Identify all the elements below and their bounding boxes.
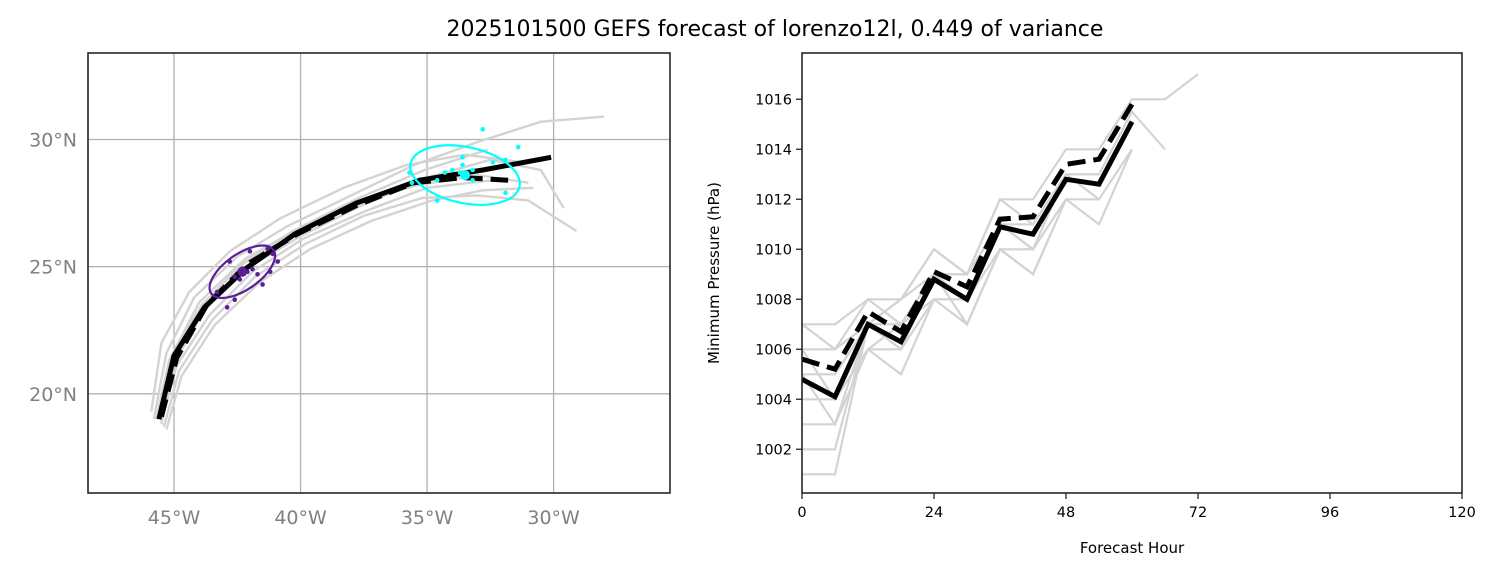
early-cluster-point xyxy=(260,282,265,287)
map-lat-tick-label: 20°N xyxy=(29,384,77,406)
map-lat-tick-label: 30°N xyxy=(29,129,77,151)
early-cluster-point xyxy=(275,259,281,264)
track-member-8 xyxy=(160,179,494,423)
map-tick-labels: 45°W 40°W 35°W 30°W 20°N 25°N 30°N xyxy=(29,129,580,529)
x-tick-label: 0 xyxy=(797,505,806,521)
early-cluster-point xyxy=(227,259,233,264)
track-member-4 xyxy=(150,153,524,412)
x-tick-label: 24 xyxy=(925,505,943,521)
x-tick-label: 48 xyxy=(1057,505,1075,521)
pressure-ensemble-mean xyxy=(802,120,1135,401)
track-member-1 xyxy=(152,115,605,420)
y-tick-label: 1016 xyxy=(755,92,792,108)
late-cluster-point xyxy=(407,170,412,175)
early-cluster-point xyxy=(265,246,270,252)
track-map: 45°W 40°W 35°W 30°W 20°N 25°N 30°N xyxy=(29,52,671,529)
early-cluster-ellipse xyxy=(208,244,277,300)
late-cluster-point xyxy=(409,180,415,186)
y-tick-label: 1014 xyxy=(755,142,792,158)
track-member-6 xyxy=(165,186,534,430)
figure-title: 2025101500 GEFS forecast of lorenzo12l, … xyxy=(447,17,1104,42)
track-deterministic xyxy=(158,175,509,418)
early-cluster-center xyxy=(237,266,248,277)
pressure-plot: 0 24 48 72 96 120 1002 1004 1006 1008 1010 1012 1014… xyxy=(705,52,1476,557)
pressure-lines xyxy=(802,73,1199,476)
pressure-ticks: 0 24 48 72 96 120 1002 1004 1006 1008 1010 1012 1014… xyxy=(755,92,1476,521)
y-tick-label: 1010 xyxy=(755,242,792,258)
late-cluster-point xyxy=(480,127,486,132)
map-clusters xyxy=(208,127,521,310)
map-lon-tick-label: 40°W xyxy=(274,507,327,529)
late-cluster-center xyxy=(460,170,471,181)
late-cluster-point xyxy=(503,157,508,163)
y-tick-label: 1002 xyxy=(755,442,792,458)
pressure-deterministic xyxy=(802,103,1135,373)
x-axis-label: Forecast Hour xyxy=(1080,539,1185,557)
x-tick-label: 120 xyxy=(1448,505,1476,521)
pressure-member-9 xyxy=(802,223,1001,427)
track-member-3 xyxy=(162,194,578,428)
late-cluster-point xyxy=(515,144,521,150)
y-tick-label: 1004 xyxy=(755,392,792,408)
x-tick-label: 96 xyxy=(1321,505,1339,521)
map-lat-tick-label: 25°N xyxy=(29,257,77,279)
y-axis-label: Minimum Pressure (hPa) xyxy=(705,182,723,364)
late-cluster-point xyxy=(460,154,465,160)
early-cluster-point xyxy=(255,271,260,277)
late-cluster-point xyxy=(503,190,508,196)
pressure-frame xyxy=(801,52,1463,494)
early-cluster-point xyxy=(232,274,238,280)
late-cluster-point xyxy=(442,170,448,175)
map-gridlines xyxy=(88,53,670,493)
pressure-member-2 xyxy=(802,109,1166,351)
late-cluster-point xyxy=(490,160,496,165)
early-cluster-point xyxy=(267,269,273,275)
pressure-member-7 xyxy=(802,173,1099,476)
early-cluster-point xyxy=(232,297,238,303)
map-lon-tick-label: 35°W xyxy=(401,507,454,529)
early-cluster-point xyxy=(250,266,255,272)
early-cluster-point xyxy=(224,305,230,310)
track-member-7 xyxy=(155,148,489,420)
late-cluster-point xyxy=(450,167,455,173)
late-cluster-point xyxy=(434,198,440,203)
y-tick-label: 1012 xyxy=(755,192,792,208)
map-lon-tick-label: 30°W xyxy=(527,507,580,529)
late-cluster-point xyxy=(460,162,465,168)
early-cluster-point xyxy=(214,289,220,295)
late-cluster-point xyxy=(470,177,475,183)
map-tracks xyxy=(150,115,605,430)
map-frame xyxy=(87,52,671,494)
x-tick-label: 72 xyxy=(1189,505,1207,521)
early-cluster-point xyxy=(247,249,253,254)
early-cluster-point xyxy=(270,251,276,257)
map-lon-tick-label: 45°W xyxy=(148,507,201,529)
y-tick-label: 1008 xyxy=(755,292,792,308)
y-tick-label: 1006 xyxy=(755,342,792,358)
late-cluster-ellipse xyxy=(409,144,521,206)
early-cluster-point xyxy=(237,277,243,282)
late-cluster-point xyxy=(470,167,475,173)
late-cluster-point xyxy=(434,177,440,183)
